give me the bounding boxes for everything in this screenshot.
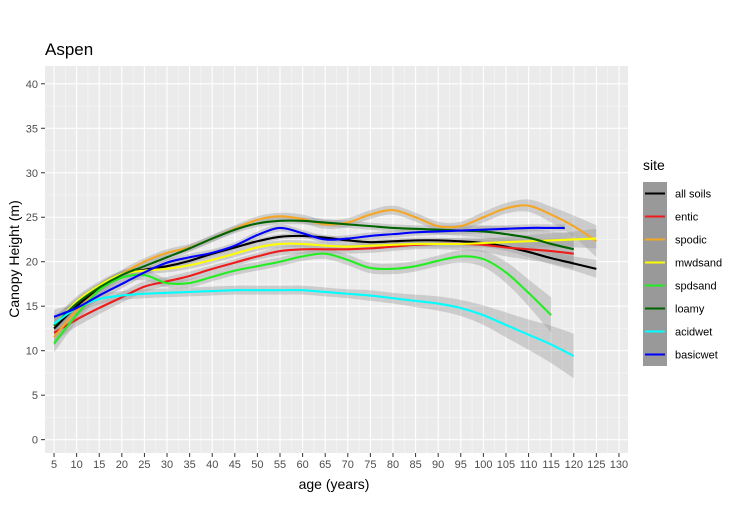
x-axis-title: age (years) [299, 476, 370, 492]
y-tick-label: 15 [26, 301, 38, 313]
x-tick-label: 85 [409, 459, 421, 471]
confidence-band [54, 228, 597, 333]
x-tick-label: 130 [610, 459, 628, 471]
series-line [53, 204, 597, 339]
x-tick-label: 120 [565, 459, 583, 471]
legend-item-label: all soils [675, 189, 712, 201]
legend-title: site [643, 157, 665, 173]
x-tick-label: 10 [71, 459, 83, 471]
legend-item-label: basicwet [675, 350, 718, 362]
legend-item-label: acidwet [675, 327, 712, 339]
x-tick-label: 125 [587, 459, 605, 471]
legend-item-label: mwdsand [675, 258, 722, 270]
x-tick-label: 45 [229, 459, 241, 471]
series-lines [53, 204, 597, 357]
y-tick-label: 10 [26, 346, 38, 358]
y-tick-label: 5 [32, 390, 38, 402]
x-tick-label: 55 [274, 459, 286, 471]
legend-item-label: entic [675, 212, 699, 224]
x-tick-label: 80 [387, 459, 399, 471]
x-tick-label: 20 [116, 459, 128, 471]
series-line [53, 226, 565, 318]
y-tick-label: 25 [26, 212, 38, 224]
series-line [53, 289, 575, 357]
y-tick-label: 40 [26, 79, 38, 91]
y-axis: 0 5 10 15 20 25 30 35 40 [26, 79, 45, 447]
x-tick-label: 25 [138, 459, 150, 471]
x-tick-label: 100 [474, 459, 492, 471]
x-tick-label: 35 [183, 459, 195, 471]
x-axis: 5 10 15 20 25 30 35 40 45 50 55 60 65 70 75 80 85 90 95 100… [51, 453, 628, 471]
series-line [53, 219, 575, 327]
y-tick-label: 20 [26, 257, 38, 269]
x-tick-label: 40 [206, 459, 218, 471]
confidence-band [54, 285, 574, 379]
y-tick-label: 0 [32, 435, 38, 447]
x-tick-label: 5 [51, 459, 57, 471]
x-tick-label: 60 [296, 459, 308, 471]
x-tick-label: 70 [342, 459, 354, 471]
legend-item-label: loamy [675, 304, 705, 316]
grid-lines [45, 66, 628, 453]
x-tick-label: 50 [251, 459, 263, 471]
x-tick-label: 95 [455, 459, 467, 471]
legend: site all soils entic spodic mwdsand spdsand l… [643, 157, 722, 366]
x-tick-label: 65 [319, 459, 331, 471]
x-tick-label: 110 [520, 459, 538, 471]
x-tick-label: 30 [161, 459, 173, 471]
series-line [53, 242, 574, 334]
y-tick-label: 35 [26, 123, 38, 135]
x-tick-label: 15 [93, 459, 105, 471]
x-tick-label: 115 [542, 459, 560, 471]
x-tick-label: 90 [432, 459, 444, 471]
x-tick-label: 75 [364, 459, 376, 471]
y-axis-title: Canopy Height (m) [6, 200, 22, 318]
confidence-band [54, 199, 597, 347]
legend-item-label: spodic [675, 235, 707, 247]
y-tick-label: 30 [26, 168, 38, 180]
series-line [53, 237, 597, 327]
chart-title: Aspen [45, 40, 93, 59]
legend-item-label: spdsand [675, 281, 717, 293]
x-tick-label: 105 [497, 459, 515, 471]
